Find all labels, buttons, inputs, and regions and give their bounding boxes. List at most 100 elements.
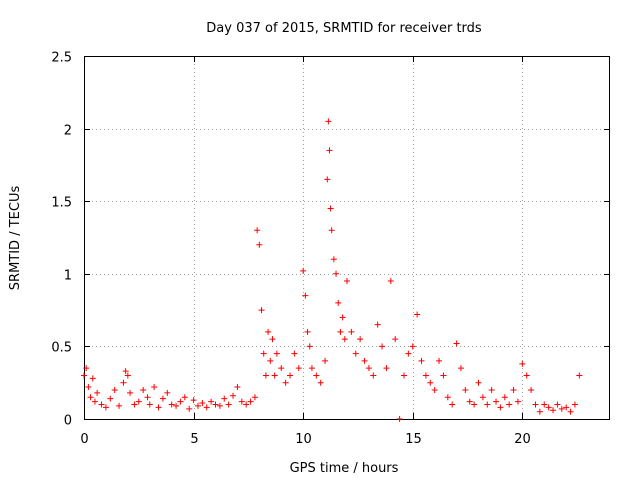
data-point xyxy=(127,389,134,396)
chart-title: Day 037 of 2015, SRMTID for receiver trd… xyxy=(206,21,482,36)
data-point xyxy=(501,394,508,401)
data-point xyxy=(497,404,504,411)
data-point xyxy=(135,398,142,405)
y-tick-label: 0 xyxy=(64,414,72,429)
data-point xyxy=(484,401,491,408)
data-point xyxy=(124,372,131,379)
data-point xyxy=(418,357,425,364)
data-point xyxy=(168,401,175,408)
data-point xyxy=(536,408,543,415)
data-point xyxy=(466,398,473,405)
data-point xyxy=(181,394,188,401)
data-point xyxy=(173,402,180,409)
data-point xyxy=(230,392,237,399)
data-point xyxy=(81,372,87,379)
data-point xyxy=(164,389,171,396)
y-axis-label: SRMTID / TECUs xyxy=(8,186,23,291)
data-point xyxy=(344,278,350,285)
data-point xyxy=(571,401,578,408)
data-point xyxy=(558,405,565,412)
data-point xyxy=(325,118,332,125)
data-point xyxy=(269,336,276,343)
data-point xyxy=(563,404,570,411)
data-point xyxy=(462,386,469,393)
data-point xyxy=(111,386,118,393)
data-point xyxy=(216,402,223,409)
data-point xyxy=(387,278,394,285)
data-point xyxy=(453,340,460,347)
data-point xyxy=(493,398,500,405)
data-point xyxy=(282,379,289,386)
data-point xyxy=(146,401,153,408)
data-point xyxy=(392,336,399,343)
data-point xyxy=(85,384,92,391)
data-point xyxy=(258,307,265,314)
data-point xyxy=(208,398,215,405)
data-point xyxy=(177,398,184,405)
data-point xyxy=(519,360,526,367)
data-point xyxy=(94,389,101,396)
data-point xyxy=(98,401,105,408)
x-tick-label: 20 xyxy=(514,432,531,447)
data-point xyxy=(431,386,438,393)
data-point xyxy=(374,321,381,328)
data-point xyxy=(265,328,272,335)
data-point xyxy=(383,365,390,372)
data-point xyxy=(256,241,263,248)
data-point xyxy=(308,365,315,372)
data-point xyxy=(339,314,346,321)
data-point xyxy=(116,402,123,409)
data-point xyxy=(457,365,464,372)
data-point xyxy=(327,205,334,212)
axis-ticks: 0 0.5 1 1.5 2 2.5 0 5 10 15 20 xyxy=(51,51,610,447)
data-point xyxy=(186,405,193,412)
data-point xyxy=(348,328,355,335)
data-point xyxy=(436,357,443,364)
data-point xyxy=(528,386,535,393)
data-point xyxy=(190,397,197,404)
data-point xyxy=(131,401,138,408)
data-point xyxy=(400,372,407,379)
data-point xyxy=(444,394,451,401)
data-point xyxy=(326,147,333,154)
data-point xyxy=(295,365,302,372)
data-point xyxy=(247,398,254,405)
data-point xyxy=(506,401,513,408)
data-point xyxy=(422,372,429,379)
data-point xyxy=(262,372,269,379)
data-point xyxy=(405,350,412,357)
data-point xyxy=(102,404,109,411)
y-tick-label: 1.5 xyxy=(51,196,72,211)
data-point xyxy=(291,350,298,357)
data-point xyxy=(475,379,482,386)
data-point xyxy=(155,404,162,411)
data-point xyxy=(306,343,313,350)
data-point xyxy=(271,372,278,379)
data-point xyxy=(365,365,372,372)
data-point xyxy=(322,357,329,364)
data-point xyxy=(107,395,114,402)
data-point xyxy=(545,404,552,411)
data-point xyxy=(328,227,335,234)
y-tick-label: 0.5 xyxy=(51,341,72,356)
data-point xyxy=(532,401,539,408)
grid-lines xyxy=(84,56,610,419)
data-point xyxy=(212,401,219,408)
data-point xyxy=(567,408,574,415)
data-point xyxy=(91,398,98,405)
data-point xyxy=(337,328,344,335)
data-point xyxy=(333,270,340,277)
data-point xyxy=(87,394,94,401)
data-point xyxy=(541,401,548,408)
data-point xyxy=(278,365,285,372)
y-tick-label: 2.5 xyxy=(51,51,72,66)
data-point xyxy=(89,375,96,382)
data-point xyxy=(352,350,359,357)
data-point xyxy=(120,379,127,386)
data-point xyxy=(414,311,421,318)
data-point xyxy=(243,401,250,408)
data-point xyxy=(488,386,495,393)
plot-frame xyxy=(84,56,610,420)
data-point xyxy=(251,394,258,401)
